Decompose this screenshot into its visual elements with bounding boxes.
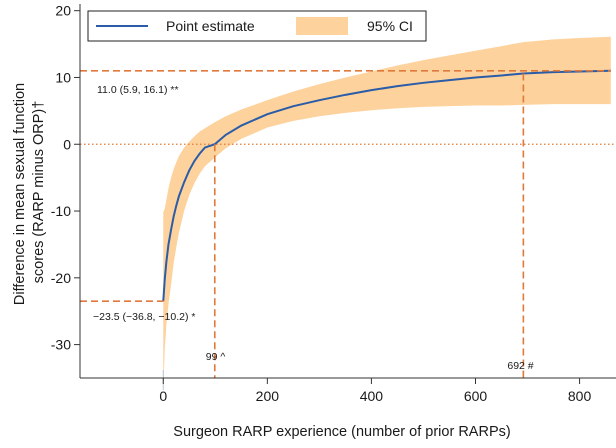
y-axis-title: Difference in mean sexual function score… xyxy=(12,79,47,305)
legend-label-ci: 95% CI xyxy=(367,18,413,34)
annotation-x-99: 99 ^ xyxy=(206,351,226,363)
y-axis-title-line-1: Difference in mean sexual function xyxy=(12,83,28,305)
x-tick-label: 600 xyxy=(464,388,488,404)
plot-layer: 11.0 (5.9, 16.1) ** −23.5 (−36.8, −10.2) … xyxy=(80,36,616,391)
point-estimate-line xyxy=(162,69,611,302)
y-tick-label: 0 xyxy=(63,136,71,152)
annotation-x-692: 692 # xyxy=(507,360,533,372)
axes-layer: 20 10 0 -10 -20 -30 0 200 400 600 800 xyxy=(51,3,616,404)
y-tick-label: 10 xyxy=(55,69,71,85)
x-tick-label: 800 xyxy=(568,388,592,404)
legend-area-swatch xyxy=(296,17,348,35)
legend: Point estimate 95% CI xyxy=(87,10,427,42)
annotation-lower-estimate: −23.5 (−36.8, −10.2) * xyxy=(93,311,195,323)
x-tick-label: 400 xyxy=(360,388,384,404)
y-tick-label: -20 xyxy=(51,270,71,286)
legend-label-point-estimate: Point estimate xyxy=(166,18,255,34)
x-axis-title: Surgeon RARP experience (number of prior… xyxy=(173,424,510,440)
y-tick-label: -10 xyxy=(51,203,71,219)
y-tick-label: 20 xyxy=(55,3,71,19)
annotation-upper-estimate: 11.0 (5.9, 16.1) ** xyxy=(97,84,179,96)
y-tick-label: -30 xyxy=(51,337,71,353)
ci-band xyxy=(163,36,611,391)
x-tick-label: 0 xyxy=(159,388,167,404)
x-tick-label: 200 xyxy=(256,388,280,404)
y-axis-title-line-2: scores (RARP minus ORP)† xyxy=(31,101,47,284)
